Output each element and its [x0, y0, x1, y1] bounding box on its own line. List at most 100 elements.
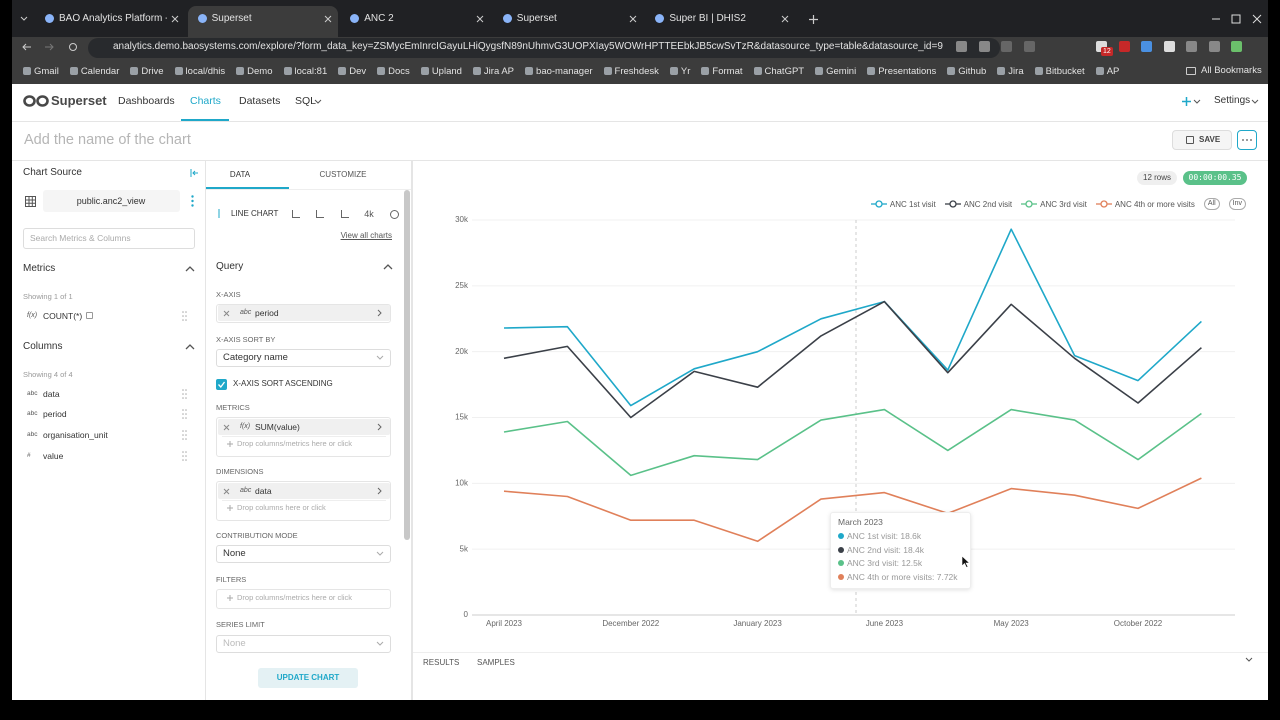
more-button[interactable]: [1237, 130, 1257, 150]
bookmark[interactable]: Freshdesk: [603, 66, 659, 77]
nav-item[interactable]: Charts: [190, 95, 221, 107]
chevron[interactable]: [376, 551, 384, 556]
extension-icon[interactable]: [1141, 41, 1152, 52]
extension-icon[interactable]: [1023, 41, 1035, 52]
viz-icon[interactable]: [341, 210, 349, 218]
bookmark[interactable]: Gemini: [815, 66, 856, 77]
extension-icon[interactable]: [1163, 41, 1175, 52]
bookmark[interactable]: Demo: [236, 66, 273, 77]
legend-button[interactable]: Inv: [1228, 198, 1246, 210]
viz-icon[interactable]: [390, 210, 399, 219]
nav-item[interactable]: Datasets: [239, 95, 281, 107]
legend-item[interactable]: ANC 4th or more visits: [1095, 200, 1195, 209]
bookmark[interactable]: Jira AP: [472, 66, 514, 77]
close-icon[interactable]: [476, 15, 484, 23]
viz-type[interactable]: LINE CHART: [231, 209, 279, 218]
chevron[interactable]: [383, 264, 393, 270]
chevron[interactable]: [1245, 657, 1253, 662]
extension-icon[interactable]: [956, 41, 967, 52]
bookmark[interactable]: Upland: [420, 66, 462, 77]
chevron[interactable]: [20, 16, 28, 21]
bookmark[interactable]: bao-manager: [525, 66, 593, 77]
extension-icon[interactable]: [978, 41, 990, 52]
column-name[interactable]: value: [43, 451, 64, 461]
drop-zone[interactable]: Drop columns/metrics here or click: [237, 593, 353, 602]
add-button[interactable]: [1182, 97, 1191, 106]
search-box[interactable]: [23, 228, 195, 249]
viz-icon[interactable]: 4k: [364, 209, 374, 219]
chevron[interactable]: [376, 355, 384, 360]
extension-icon[interactable]: [1001, 41, 1012, 52]
legend-item[interactable]: ANC 3rd visit: [1021, 200, 1087, 209]
chevron[interactable]: [376, 641, 384, 646]
bookmark[interactable]: Dev: [338, 66, 366, 77]
bookmark[interactable]: AP: [1095, 66, 1119, 77]
results-tab[interactable]: SAMPLES: [477, 658, 515, 667]
chevron[interactable]: [377, 309, 382, 317]
close-icon[interactable]: [171, 15, 179, 23]
chevron[interactable]: [1251, 99, 1259, 104]
chevron[interactable]: [314, 99, 322, 104]
dataset-box[interactable]: [43, 190, 180, 212]
bookmark[interactable]: Calendar: [69, 66, 119, 77]
viz-icon[interactable]: [292, 210, 300, 218]
drag-handle[interactable]: [182, 311, 187, 321]
extension-icon[interactable]: [1118, 41, 1130, 52]
update-button[interactable]: [258, 668, 358, 688]
chevron[interactable]: [377, 423, 382, 431]
pill[interactable]: [218, 305, 390, 321]
bookmark[interactable]: Presentations: [867, 66, 936, 77]
bookmark[interactable]: Format: [701, 66, 743, 77]
viz-icon[interactable]: [316, 210, 324, 218]
close-icon[interactable]: [223, 310, 229, 316]
extension-icon[interactable]: [1208, 41, 1220, 52]
drag-handle[interactable]: [182, 389, 187, 399]
select[interactable]: [216, 635, 391, 653]
nav-item[interactable]: SQL: [295, 95, 317, 107]
bookmark[interactable]: local/dhis: [174, 66, 225, 77]
close-icon[interactable]: [223, 488, 229, 494]
browser-tab[interactable]: [187, 6, 338, 37]
window-controls[interactable]: [1212, 14, 1262, 24]
bookmark[interactable]: Gmail: [23, 66, 59, 77]
save-button[interactable]: [1172, 130, 1232, 150]
new-tab[interactable]: [809, 15, 818, 24]
column-name[interactable]: data: [43, 389, 60, 399]
url-bar[interactable]: [88, 38, 1000, 58]
legend-button[interactable]: All: [1203, 198, 1220, 210]
select[interactable]: [216, 349, 391, 367]
settings[interactable]: Settings: [1214, 95, 1251, 106]
view-all-link[interactable]: View all charts: [340, 231, 392, 240]
chevron[interactable]: [185, 266, 195, 272]
pill[interactable]: [218, 419, 390, 435]
legend-item[interactable]: ANC 2nd visit: [944, 200, 1012, 209]
nav-item[interactable]: Dashboards: [118, 95, 175, 107]
nav-buttons[interactable]: [22, 42, 78, 52]
chevron[interactable]: [1193, 99, 1201, 104]
drop-zone[interactable]: Drop columns here or click: [237, 503, 326, 512]
checkbox[interactable]: [216, 379, 227, 390]
drag-handle[interactable]: [182, 451, 187, 461]
extension-icon[interactable]: [1096, 41, 1107, 52]
extension-icon[interactable]: [1231, 41, 1242, 52]
metric-name[interactable]: COUNT(*): [43, 311, 83, 321]
drop-zone[interactable]: Drop columns/metrics here or click: [237, 439, 353, 448]
chart-name-input[interactable]: Add the name of the chart: [24, 132, 191, 148]
bookmark[interactable]: Bitbucket: [1034, 66, 1085, 77]
select[interactable]: [216, 545, 391, 563]
legend-item[interactable]: ANC 1st visit: [870, 200, 936, 209]
extension-icon[interactable]: [1186, 41, 1197, 52]
close-icon[interactable]: [629, 15, 637, 23]
close-icon[interactable]: [223, 424, 229, 430]
dataset-menu[interactable]: [191, 195, 194, 207]
results-tab[interactable]: RESULTS: [423, 658, 460, 667]
drag-handle[interactable]: [182, 409, 187, 419]
tab[interactable]: DATA: [229, 170, 251, 179]
bookmark[interactable]: Drive: [130, 66, 164, 77]
bookmark[interactable]: ChatGPT: [753, 66, 804, 77]
close-icon[interactable]: [782, 15, 789, 23]
pill[interactable]: [218, 483, 390, 499]
drag-handle[interactable]: [182, 430, 187, 440]
tab[interactable]: CUSTOMIZE: [319, 170, 367, 179]
all-bookmarks[interactable]: All Bookmarks: [1201, 65, 1262, 76]
